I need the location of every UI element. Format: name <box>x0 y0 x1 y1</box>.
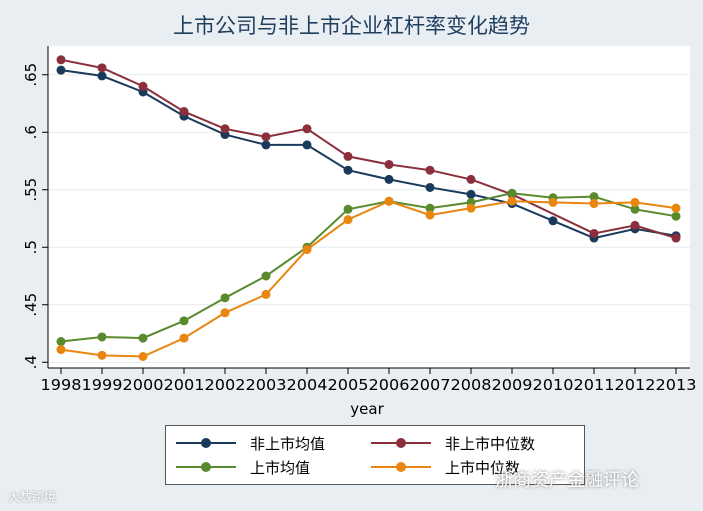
x-tick-label: 2012 <box>615 376 656 394</box>
data-point <box>343 151 353 161</box>
data-point <box>466 203 476 213</box>
legend-item-1: 非上市中位数 <box>371 432 535 454</box>
x-tick-label: 2008 <box>451 376 492 394</box>
legend-label-1: 非上市中位数 <box>445 434 536 453</box>
data-point <box>97 350 107 360</box>
data-point <box>220 293 230 303</box>
data-point <box>302 245 312 255</box>
watermark-left: 大数跨境 <box>8 490 57 504</box>
y-tick-label: .55 <box>22 178 40 202</box>
data-point <box>589 192 599 202</box>
data-point <box>384 159 394 169</box>
data-point <box>302 124 312 134</box>
data-point <box>138 333 148 343</box>
y-tick-label: .45 <box>22 293 40 317</box>
y-tick-label: .6 <box>22 125 40 139</box>
x-tick-label: 2003 <box>246 376 287 394</box>
series-1 <box>56 55 681 243</box>
legend-item-2: 上市均值 <box>176 456 310 478</box>
data-point <box>589 228 599 238</box>
series-0 <box>56 65 681 243</box>
data-point <box>261 289 271 299</box>
data-point <box>507 196 517 206</box>
legend-label-3: 上市中位数 <box>445 458 521 477</box>
data-point <box>548 216 558 226</box>
data-point <box>261 132 271 142</box>
data-point <box>179 107 189 117</box>
x-tick-label: 2005 <box>328 376 369 394</box>
data-point <box>425 203 435 213</box>
x-tick-label: 2011 <box>574 376 615 394</box>
data-point <box>56 55 66 65</box>
data-point <box>466 174 476 184</box>
data-point <box>425 165 435 175</box>
x-tick-label: 2007 <box>410 376 451 394</box>
x-tick-label: 2006 <box>369 376 410 394</box>
legend-swatch-3 <box>371 461 431 473</box>
data-point <box>507 188 517 198</box>
x-tick-label: 1998 <box>41 376 82 394</box>
legend-swatch-1 <box>371 437 431 449</box>
x-tick-label: 2010 <box>533 376 574 394</box>
legend-swatch-2 <box>176 461 236 473</box>
legend-swatch-0 <box>176 437 236 449</box>
data-point <box>671 233 681 243</box>
series-line-0 <box>60 69 677 240</box>
legend-item-3: 上市中位数 <box>371 456 520 478</box>
x-tick-label: 2004 <box>287 376 328 394</box>
data-point <box>630 204 640 214</box>
data-point <box>56 337 66 347</box>
data-point <box>343 215 353 225</box>
x-tick-label: 2002 <box>205 376 246 394</box>
data-point <box>630 197 640 207</box>
x-tick-label: 2009 <box>492 376 533 394</box>
data-point <box>466 189 476 199</box>
x-tick-label: 1999 <box>82 376 123 394</box>
series-3 <box>56 196 681 361</box>
legend-label-2: 上市均值 <box>250 458 311 477</box>
series-line-2 <box>60 192 677 343</box>
data-point <box>261 271 271 281</box>
data-point <box>138 352 148 361</box>
x-tick-label: 2001 <box>164 376 205 394</box>
legend-item-0: 非上市均值 <box>176 432 325 454</box>
data-point <box>302 140 312 150</box>
data-point <box>343 204 353 214</box>
y-tick-label: .4 <box>22 355 40 369</box>
data-point <box>548 197 558 207</box>
data-point <box>671 211 681 221</box>
data-point <box>138 81 148 91</box>
legend: 非上市均值 非上市中位数 上市均值 上市中位数 <box>165 425 585 485</box>
watermark-right: 浙商资产金融评论 <box>495 470 639 491</box>
data-point <box>97 63 107 73</box>
series-line-3 <box>60 200 677 358</box>
series-layer <box>56 55 681 361</box>
data-point <box>630 220 640 230</box>
data-point <box>97 71 107 81</box>
data-point <box>671 203 681 213</box>
data-point <box>343 165 353 175</box>
data-point <box>220 124 230 134</box>
data-point <box>56 65 66 75</box>
chart-title: 上市公司与非上市企业杠杆率变化趋势 <box>173 14 530 38</box>
y-tick-label: .65 <box>22 63 40 87</box>
data-point <box>384 174 394 184</box>
data-point <box>261 140 271 150</box>
x-tick-label: 2013 <box>656 376 697 394</box>
data-point <box>425 182 435 192</box>
data-point <box>56 345 66 355</box>
data-point <box>97 332 107 342</box>
legend-label-0: 非上市均值 <box>250 434 326 453</box>
data-point <box>179 316 189 326</box>
data-point <box>179 333 189 343</box>
data-point <box>384 196 394 206</box>
data-point <box>589 199 599 209</box>
data-point <box>220 308 230 318</box>
data-point <box>425 210 435 220</box>
y-tick-label: .5 <box>22 240 40 254</box>
x-axis-label: year <box>350 400 384 418</box>
x-tick-label: 2000 <box>123 376 164 394</box>
